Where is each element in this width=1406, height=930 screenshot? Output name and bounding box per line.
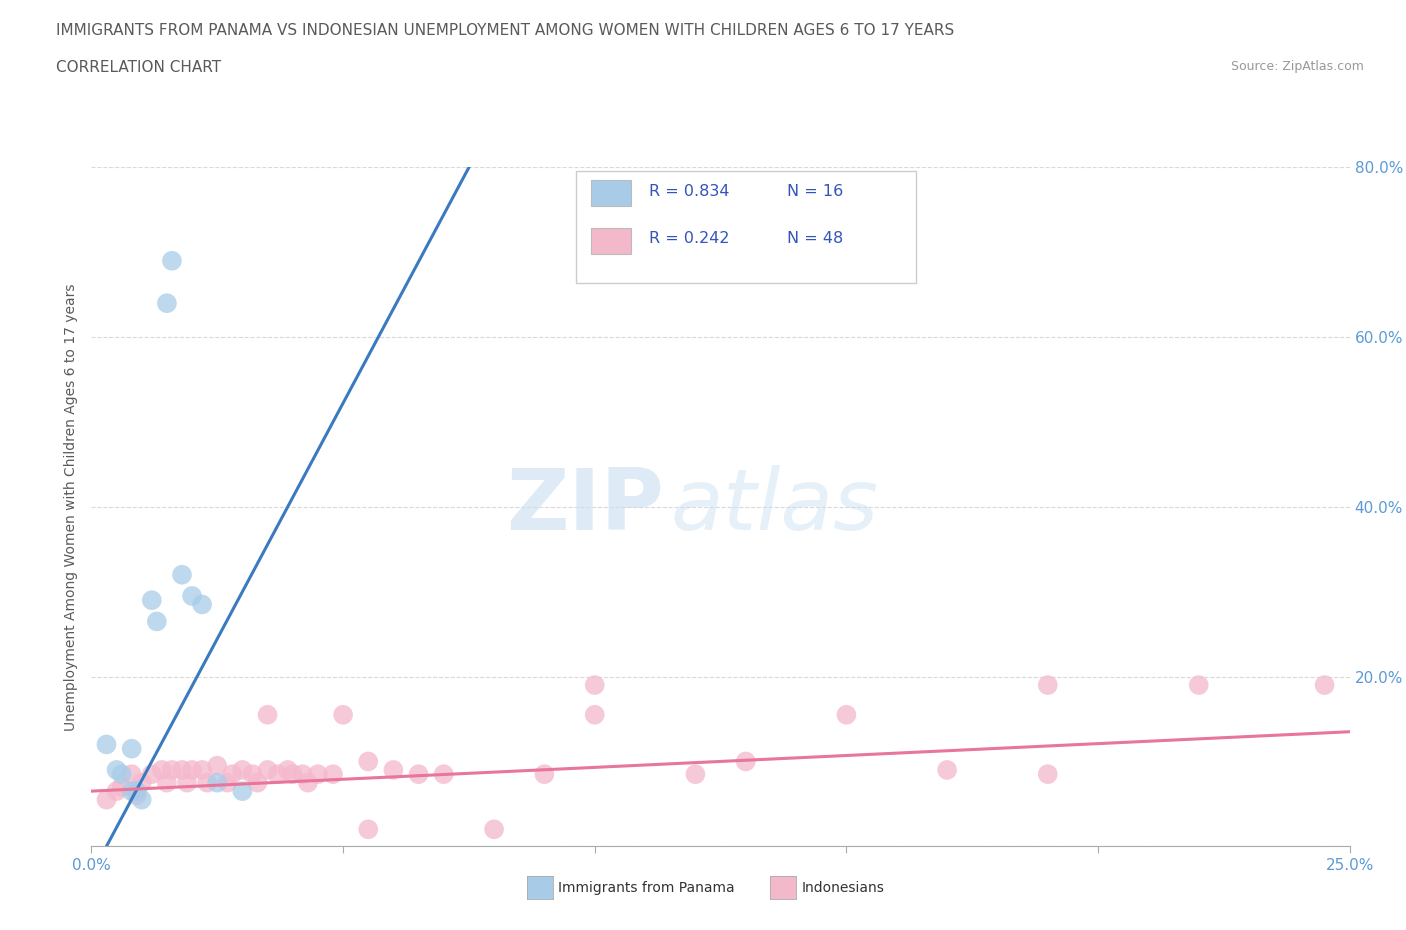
Point [170,763,193,777]
Point [242,766,264,781]
Point [936,763,959,777]
Point [307,766,329,781]
Point [160,763,183,777]
Point [176,776,198,790]
Point [121,741,143,756]
Point [322,766,344,781]
Point [131,792,153,807]
Y-axis label: Unemployment Among Women with Children Ages 6 to 17 years: Unemployment Among Women with Children A… [65,283,79,731]
Point [191,597,214,612]
Point [110,779,132,794]
Point [96,737,118,752]
Text: Source: ZipAtlas.com: Source: ZipAtlas.com [1230,60,1364,73]
Point [221,766,243,781]
Point [141,592,163,607]
Text: CORRELATION CHART: CORRELATION CHART [56,60,221,75]
Point [170,567,193,582]
Point [685,766,707,781]
Point [160,253,183,268]
Point [482,822,505,837]
Point [125,788,148,803]
Point [382,763,405,777]
FancyBboxPatch shape [591,180,631,206]
Point [583,678,606,693]
Point [105,784,128,799]
Point [433,766,456,781]
Point [734,754,756,769]
Point [121,766,143,781]
Point [121,784,143,799]
Text: IMMIGRANTS FROM PANAMA VS INDONESIAN UNEMPLOYMENT AMONG WOMEN WITH CHILDREN AGES: IMMIGRANTS FROM PANAMA VS INDONESIAN UNE… [56,23,955,38]
Point [181,763,204,777]
Point [156,296,179,311]
Point [217,776,239,790]
Point [583,708,606,723]
Text: ZIP: ZIP [506,465,664,549]
Point [181,589,204,604]
Point [408,766,430,781]
FancyBboxPatch shape [591,228,631,254]
Point [246,776,269,790]
Point [150,763,173,777]
Point [131,776,153,790]
Point [281,766,304,781]
Text: N = 48: N = 48 [787,232,844,246]
Point [835,708,858,723]
Text: atlas: atlas [671,465,879,549]
Point [1313,678,1336,693]
Point [191,763,214,777]
Point [357,754,380,769]
Point [110,766,132,781]
Point [256,763,278,777]
Point [1036,766,1059,781]
FancyBboxPatch shape [576,171,915,283]
Point [277,763,299,777]
Text: Immigrants from Panama: Immigrants from Panama [558,881,735,896]
Point [105,763,128,777]
Point [297,776,319,790]
Point [156,776,179,790]
Point [141,766,163,781]
Text: Indonesians: Indonesians [801,881,884,896]
Point [332,708,354,723]
Point [146,614,169,629]
Point [231,763,253,777]
Point [357,822,380,837]
Text: N = 16: N = 16 [787,183,844,199]
Point [205,776,228,790]
Point [291,766,314,781]
Point [205,758,228,773]
Point [125,784,148,799]
Point [1036,678,1059,693]
Point [1188,678,1211,693]
Text: R = 0.242: R = 0.242 [648,232,730,246]
Point [533,766,555,781]
Point [96,792,118,807]
Point [195,776,218,790]
Text: R = 0.834: R = 0.834 [648,183,730,199]
Point [266,766,288,781]
Point [256,708,278,723]
Point [231,784,253,799]
